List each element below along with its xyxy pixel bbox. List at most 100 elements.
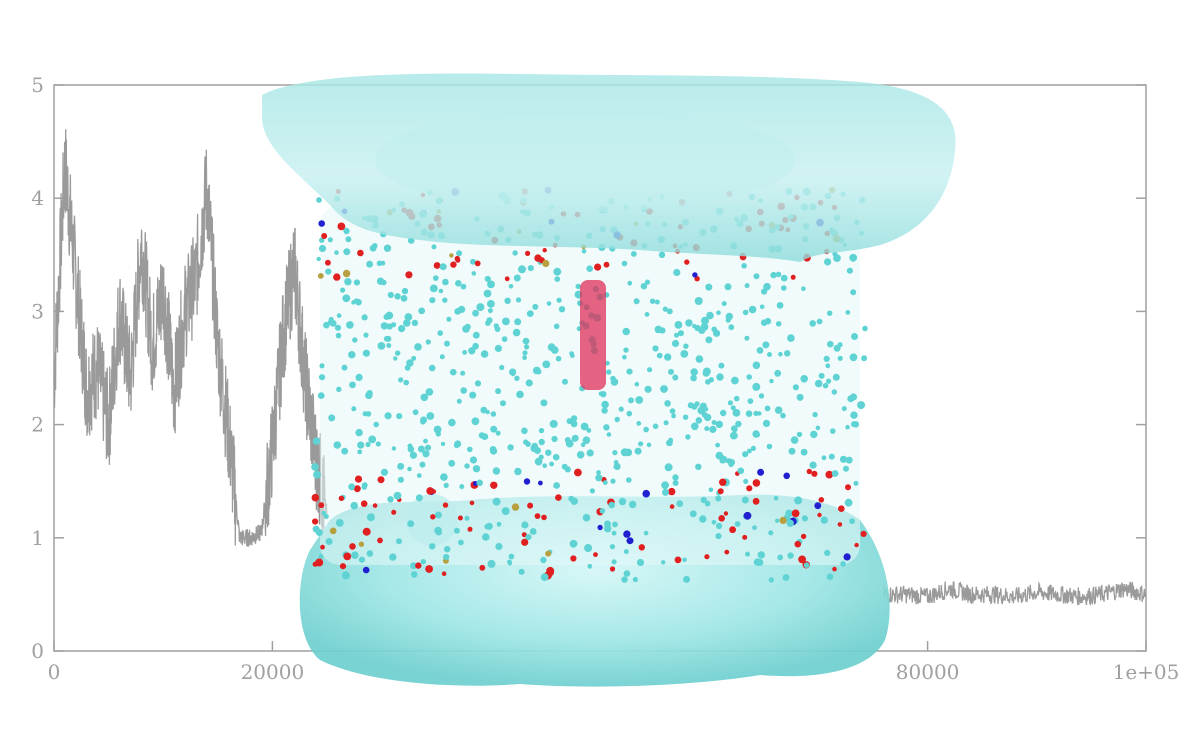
atom <box>671 413 676 419</box>
atom <box>545 449 552 456</box>
atom <box>460 370 466 376</box>
atom <box>692 272 698 278</box>
atom <box>540 399 548 407</box>
atom <box>614 416 620 423</box>
atom <box>758 393 765 399</box>
y-tick-label: 3 <box>31 299 44 323</box>
atom <box>336 386 342 392</box>
atom <box>464 515 470 521</box>
atom <box>489 446 497 453</box>
atom <box>603 424 610 431</box>
atom <box>684 259 690 265</box>
atom <box>604 525 612 533</box>
atom <box>407 520 415 528</box>
atom <box>694 324 701 332</box>
atom <box>504 276 510 282</box>
atom <box>318 374 326 381</box>
atom <box>511 503 520 511</box>
atom <box>599 508 606 514</box>
atom <box>708 487 714 493</box>
atom <box>735 420 742 428</box>
atom <box>334 250 339 255</box>
atom <box>319 363 325 369</box>
atom <box>386 343 392 348</box>
atom <box>439 263 447 271</box>
atom <box>404 313 413 321</box>
atom <box>734 521 741 527</box>
atom <box>450 368 457 376</box>
atom <box>440 441 446 447</box>
atom <box>700 496 707 504</box>
atom <box>613 460 619 465</box>
atom <box>518 265 526 274</box>
atom <box>644 312 650 317</box>
atom <box>711 420 717 425</box>
atom <box>606 432 612 437</box>
atom <box>507 561 513 566</box>
atom <box>526 310 534 317</box>
atom <box>558 306 566 313</box>
atom <box>837 355 843 361</box>
atom <box>424 444 432 451</box>
atom <box>752 479 761 487</box>
atom <box>380 322 389 330</box>
atom <box>803 562 810 568</box>
atom <box>660 385 668 393</box>
atom <box>433 262 441 269</box>
atom <box>476 479 484 487</box>
atom <box>570 353 575 359</box>
atom <box>694 401 700 407</box>
atom <box>453 527 460 534</box>
atom <box>429 284 438 293</box>
atom <box>593 552 598 557</box>
atom <box>606 369 612 375</box>
atom <box>373 421 380 428</box>
atom <box>512 328 521 337</box>
atom <box>335 332 342 339</box>
atom <box>508 284 514 289</box>
atom <box>472 342 479 350</box>
atom <box>743 478 749 484</box>
atom <box>674 321 683 329</box>
atom <box>674 556 682 564</box>
atom <box>821 455 827 461</box>
atom <box>321 233 328 239</box>
atom <box>495 430 501 436</box>
atom <box>664 353 672 361</box>
atom <box>831 470 839 477</box>
atom <box>512 250 518 256</box>
atom <box>478 432 486 439</box>
atom <box>446 316 452 322</box>
atom <box>434 511 442 519</box>
atom <box>602 480 608 485</box>
atom <box>601 400 609 409</box>
atom <box>728 458 736 466</box>
atom <box>634 447 642 455</box>
atom <box>757 551 765 559</box>
atom <box>515 297 522 303</box>
atom <box>420 559 426 565</box>
atom <box>610 375 616 382</box>
atom <box>843 465 849 472</box>
atom <box>752 430 760 438</box>
atom <box>532 303 539 310</box>
atom <box>580 442 586 448</box>
atom <box>418 307 426 315</box>
atom <box>433 425 442 434</box>
atom <box>668 368 674 375</box>
atom <box>510 371 516 377</box>
top-water-cavity <box>375 108 795 212</box>
atom <box>768 577 774 583</box>
atom <box>812 411 818 418</box>
atom <box>676 500 684 507</box>
atom <box>756 558 764 567</box>
atom <box>845 456 853 464</box>
atom <box>355 373 363 381</box>
atom <box>762 341 770 349</box>
atom <box>837 522 843 527</box>
atom <box>784 350 791 357</box>
atom <box>525 534 532 541</box>
atom <box>691 422 699 431</box>
atom <box>504 297 511 304</box>
